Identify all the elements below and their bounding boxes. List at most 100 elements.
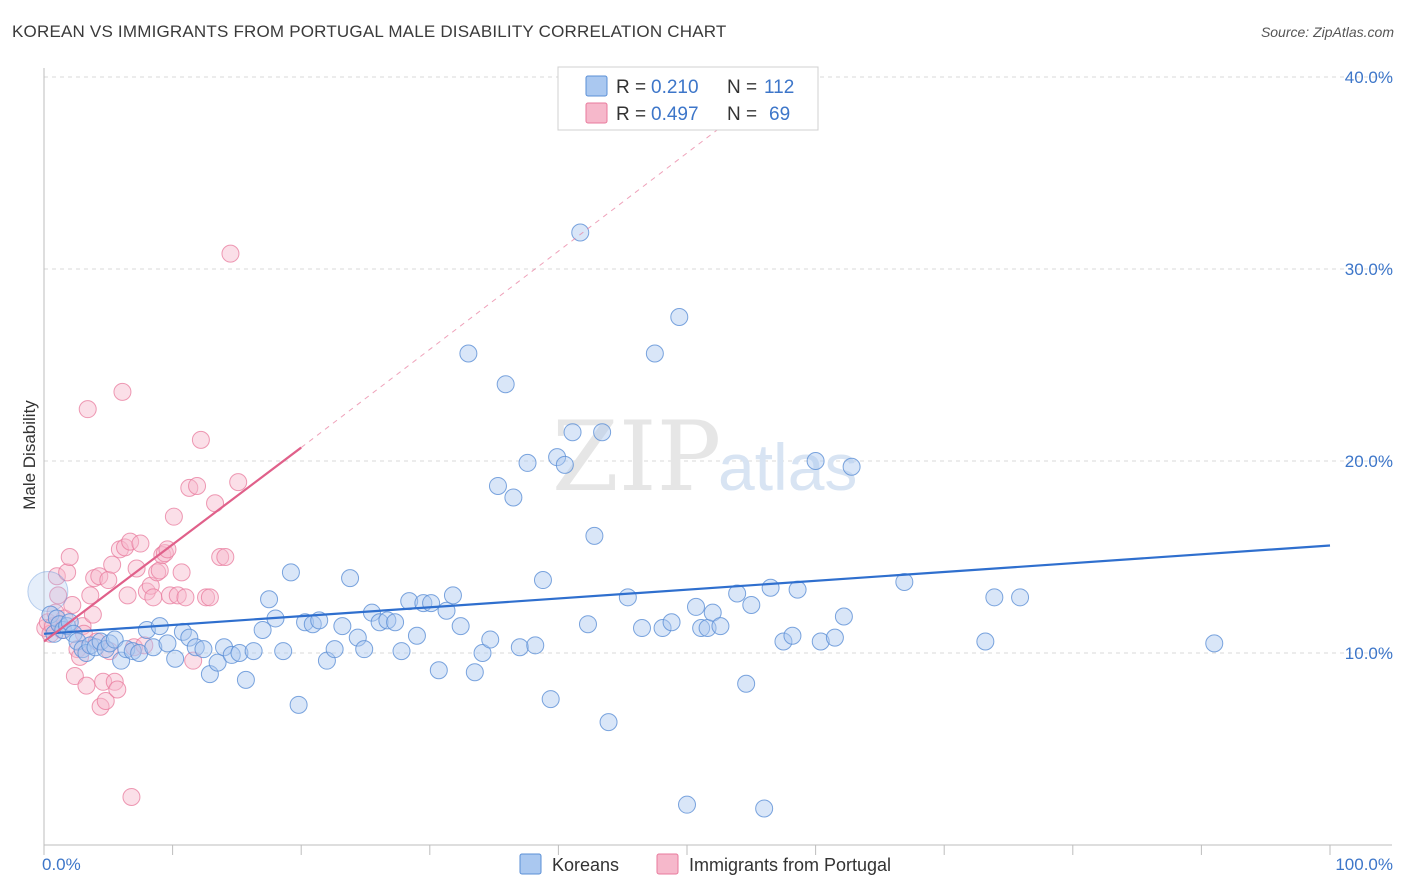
- korean-point: [755, 799, 774, 818]
- portugal-point: [78, 400, 97, 419]
- korean-point: [325, 640, 344, 659]
- korean-point: [811, 632, 830, 651]
- korean-point: [578, 615, 597, 634]
- korean-point: [451, 617, 470, 636]
- portugal-point: [108, 680, 127, 699]
- portugal-point: [63, 596, 82, 614]
- korean-point: [281, 563, 300, 582]
- legend-r-value-1: 0.210: [651, 77, 699, 98]
- y-tick-label-20: 20.0%: [1345, 452, 1393, 471]
- korean-point: [392, 642, 411, 661]
- korean-point: [1205, 634, 1224, 653]
- korean-point: [783, 626, 802, 645]
- korean-point: [895, 572, 914, 591]
- legend-r-label-1: R =: [616, 77, 646, 98]
- portugal-point: [144, 588, 163, 607]
- korean-point: [422, 594, 441, 613]
- korean-point: [593, 423, 612, 442]
- korean-point: [842, 457, 861, 476]
- portugal-point: [216, 548, 235, 566]
- portugal-point: [58, 563, 77, 582]
- portugal-point: [161, 586, 180, 605]
- portugal-point: [103, 555, 122, 574]
- bottom-legend-portugal: Immigrants from Portugal: [689, 855, 891, 875]
- portugal-point: [99, 571, 118, 590]
- portugal-point: [200, 588, 219, 607]
- portugal-point: [131, 534, 150, 553]
- korean-point: [585, 526, 604, 545]
- tick-labels: 10.0% 20.0% 30.0% 40.0% 0.0% 100.0%: [42, 68, 1393, 874]
- korean-point: [510, 638, 529, 657]
- korean-point: [599, 713, 618, 732]
- korean-point: [774, 632, 793, 651]
- korean-point: [355, 640, 374, 659]
- y-tick-label-10: 10.0%: [1345, 644, 1393, 663]
- portugal-point: [47, 567, 66, 586]
- korean-point: [244, 642, 263, 661]
- korean-point: [662, 613, 681, 632]
- korean-point: [541, 690, 560, 709]
- korean-point: [555, 455, 574, 474]
- legend-r-value-2: 0.497: [651, 104, 699, 125]
- portugal-point: [184, 651, 203, 670]
- portugal-point: [172, 563, 191, 582]
- korean-point: [678, 795, 696, 814]
- legend-n-label-1: N =: [727, 77, 757, 98]
- korean-point: [976, 632, 995, 651]
- portugal-point: [113, 382, 132, 401]
- korean-point: [27, 571, 69, 613]
- korean-point: [645, 344, 664, 363]
- korean-point: [563, 423, 582, 442]
- legend-n-value-2: 69: [769, 104, 790, 125]
- korean-point: [443, 586, 462, 605]
- korean-point: [737, 674, 756, 693]
- korean-point: [236, 670, 255, 689]
- korean-point: [274, 642, 293, 661]
- korean-point: [429, 661, 448, 680]
- korean-point: [260, 590, 279, 609]
- korean-point: [296, 613, 315, 632]
- korean-point: [834, 607, 853, 626]
- korean-point: [289, 695, 308, 714]
- watermark-zip: ZIP: [552, 401, 721, 513]
- axes: [43, 68, 1392, 855]
- portugal-point: [168, 586, 187, 605]
- korean-point: [670, 308, 689, 326]
- korean-point: [533, 571, 552, 590]
- korean-point: [341, 569, 360, 588]
- korean-point: [806, 452, 825, 470]
- korean-point: [711, 617, 730, 636]
- portugal-trend-line: [43, 446, 302, 643]
- korean-point: [348, 628, 367, 647]
- portugal-point: [65, 667, 84, 686]
- x-tick-label-max: 100.0%: [1335, 855, 1393, 874]
- korean-point: [488, 476, 507, 495]
- portugal-trend-extension: [300, 103, 752, 448]
- korean-point: [825, 628, 844, 647]
- portugal-point: [116, 538, 135, 557]
- legend-swatch-koreans: [585, 75, 608, 97]
- portugal-points: [36, 244, 248, 806]
- korean-point: [496, 375, 515, 394]
- portugal-point: [83, 605, 102, 624]
- korean-point: [728, 584, 747, 603]
- portugal-point: [118, 586, 137, 605]
- korean-point: [504, 488, 523, 507]
- korean-point: [761, 578, 780, 597]
- portugal-point: [148, 563, 167, 582]
- korean-point: [333, 617, 352, 636]
- y-tick-label-30: 30.0%: [1345, 260, 1393, 279]
- legend-n-value-1: 112: [764, 77, 794, 98]
- portugal-point: [229, 473, 248, 492]
- korean-point: [465, 663, 484, 682]
- portugal-point: [211, 548, 230, 566]
- korean-trend-line: [43, 544, 1331, 635]
- portugal-point: [197, 588, 216, 607]
- korean-point: [692, 619, 711, 638]
- portugal-point: [180, 478, 199, 497]
- portugal-point: [127, 559, 146, 578]
- bottom-legend-koreans: Koreans: [552, 855, 619, 875]
- korean-point: [158, 634, 177, 653]
- portugal-point: [164, 507, 183, 526]
- korean-point: [571, 223, 590, 242]
